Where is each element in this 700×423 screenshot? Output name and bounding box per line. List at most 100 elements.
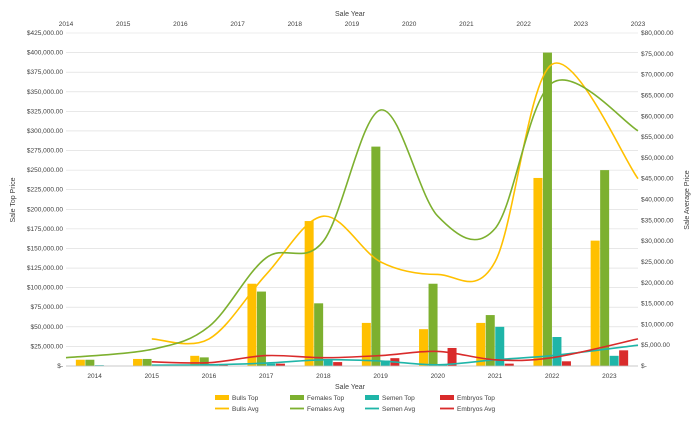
bar-bulls-top	[419, 329, 429, 366]
line-semen-avg	[151, 344, 639, 366]
x-top-tick-label: 2014	[59, 21, 74, 28]
bar-females-top	[314, 303, 324, 366]
y-left-tick-label: $200,000.00	[27, 206, 64, 213]
y-left-tick-label: $225,000.00	[27, 187, 64, 194]
y-right-tick-label: $40,000.00	[641, 197, 674, 204]
line-females-avg	[65, 79, 639, 359]
x-top-tick-label: 2022	[516, 21, 531, 28]
y-right-tick-label: $70,000.00	[641, 72, 674, 79]
x-bottom-tick-label: 2020	[431, 373, 446, 380]
legend-label: Embryos Top	[457, 395, 495, 402]
bar-females-top	[371, 146, 381, 366]
y-right-tick-label: $75,000.00	[641, 51, 674, 58]
bar-embryos-top	[504, 363, 514, 366]
x-bottom-tick-label: 2021	[488, 373, 503, 380]
x-top-tick-label: 2015	[116, 21, 131, 28]
x-axis-title-top: Sale Year	[335, 11, 366, 18]
bar-bulls-top	[590, 240, 600, 366]
y-left-tick-label: $50,000.00	[30, 324, 63, 331]
y-right-tick-label: $35,000.00	[641, 217, 674, 224]
avg-lines	[65, 62, 639, 366]
bar-females-top	[542, 52, 552, 367]
y-right-tick-label: $-	[641, 363, 647, 370]
x-bottom-tick-label: 2017	[259, 373, 274, 380]
bar-females-top	[485, 315, 495, 366]
legend-item: Females Avg	[290, 406, 345, 413]
x-top-tick-label: 2017	[230, 21, 245, 28]
y-right-tick-label: $55,000.00	[641, 134, 674, 141]
legend-item: Bulls Avg	[215, 406, 259, 413]
x-top-tick-label: 2021	[459, 21, 474, 28]
legend-swatch	[440, 395, 454, 400]
x-bottom-tick-label: 2022	[545, 373, 560, 380]
y-right-tick-label: $5,000.00	[641, 342, 670, 349]
bar-bulls-top	[247, 283, 257, 366]
y-right-tick-label: $25,000.00	[641, 259, 674, 266]
legend-swatch	[290, 395, 304, 400]
legend-label: Embryos Avg	[457, 406, 496, 413]
line-bulls-avg	[151, 62, 639, 345]
legend-label: Semen Top	[382, 395, 415, 402]
y-right-tick-label: $30,000.00	[641, 238, 674, 245]
legend-item: Embryos Avg	[440, 406, 496, 413]
y-right-tick-label: $45,000.00	[641, 176, 674, 183]
legend-swatch	[215, 395, 229, 400]
bar-semen-top	[609, 355, 619, 366]
bar-embryos-top	[619, 350, 629, 366]
y-left-tick-label: $-	[57, 363, 63, 370]
legend-item: Embryos Top	[440, 395, 495, 402]
legend-item: Semen Top	[365, 395, 415, 402]
bar-females-top	[142, 358, 152, 366]
y-left-tick-label: $275,000.00	[27, 148, 64, 155]
bar-bulls-top	[75, 359, 85, 366]
y-right-tick-label: $60,000.00	[641, 113, 674, 120]
legend-item: Females Top	[290, 395, 344, 402]
x-bottom-tick-label: 2023	[602, 373, 617, 380]
legend-label: Females Top	[307, 395, 344, 402]
legend-label: Bulls Avg	[232, 406, 259, 413]
y-left-tick-label: $25,000.00	[30, 343, 63, 350]
y-left-tick-label: $75,000.00	[30, 304, 63, 311]
x-top-tick-label: 2016	[173, 21, 188, 28]
y-left-tick-label: $300,000.00	[27, 128, 64, 135]
bar-embryos-top	[275, 363, 285, 366]
x-bottom-tick-label: 2015	[145, 373, 160, 380]
line-embryos-avg	[151, 338, 639, 364]
legend-swatch	[365, 395, 379, 400]
legend-label: Females Avg	[307, 406, 345, 413]
y-left-tick-label: $100,000.00	[27, 285, 64, 292]
bar-bulls-top	[533, 177, 543, 366]
x-bottom-tick-label: 2016	[202, 373, 217, 380]
legend-item: Bulls Top	[215, 395, 259, 402]
y-right-tick-label: $20,000.00	[641, 280, 674, 287]
x-top-tick-label: 2018	[288, 21, 303, 28]
y-left-tick-label: $400,000.00	[27, 50, 64, 57]
x-bottom-tick-label: 2014	[87, 373, 102, 380]
axes: $- $25,000.00 $50,000.00 $75,000.00 $100,000…	[27, 21, 674, 380]
y-right-tick-label: $80,000.00	[641, 30, 674, 37]
bar-embryos-top	[447, 347, 457, 366]
x-top-tick-label: 2019	[345, 21, 360, 28]
gridlines	[66, 32, 638, 367]
bar-females-top	[199, 357, 209, 366]
bar-bulls-top	[190, 355, 200, 366]
y-left-tick-label: $325,000.00	[27, 108, 64, 115]
y-left-tick-label: $125,000.00	[27, 265, 64, 272]
bar-females-top	[428, 283, 438, 366]
bar-semen-top	[266, 363, 276, 366]
x-top-tick-label: 2023	[631, 21, 646, 28]
y-right-tick-label: $65,000.00	[641, 92, 674, 99]
x-top-tick-label: 2023	[574, 21, 589, 28]
bar-bulls-top	[476, 322, 486, 366]
bar-bulls-top	[361, 322, 371, 366]
bar-females-top	[600, 170, 610, 366]
y-left-tick-label: $250,000.00	[27, 167, 64, 174]
bar-bulls-top	[304, 221, 314, 366]
bar-semen-top	[380, 360, 390, 366]
x-bottom-tick-label: 2019	[373, 373, 388, 380]
y-right-tick-label: $50,000.00	[641, 155, 674, 162]
y-left-tick-label: $175,000.00	[27, 226, 64, 233]
y-left-tick-label: $150,000.00	[27, 245, 64, 252]
